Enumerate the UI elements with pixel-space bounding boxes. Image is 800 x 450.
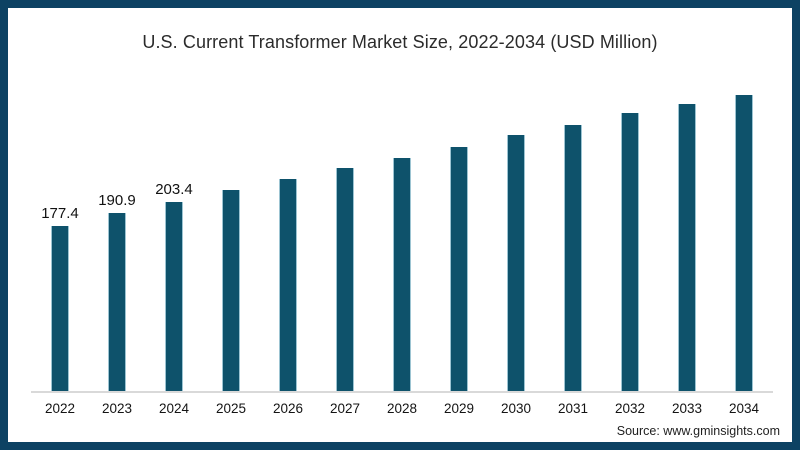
x-tick-label: 2028	[386, 401, 418, 416]
source-attribution: Source: www.gminsights.com	[616, 424, 780, 438]
x-tick-label: 2022	[44, 401, 76, 416]
x-tick-label: 2032	[614, 401, 646, 416]
plot-area: 2022 177.4 2023 190.9 2024 203.4 2025 2026 2027 2…	[8, 8, 792, 442]
bar-value-label: 177.4	[41, 205, 79, 222]
bar-2030	[507, 135, 525, 391]
bar-2025	[222, 190, 240, 391]
x-tick-label: 2034	[728, 401, 760, 416]
bar-2031	[564, 125, 582, 391]
bar-2023	[108, 213, 126, 391]
x-tick-label: 2031	[557, 401, 589, 416]
x-tick-label: 2027	[329, 401, 361, 416]
bar-2029	[450, 147, 468, 391]
bar-2022	[51, 226, 69, 391]
x-tick-label: 2029	[443, 401, 475, 416]
x-tick-label: 2025	[215, 401, 247, 416]
bar-2033	[678, 104, 696, 391]
x-tick-label: 2023	[101, 401, 133, 416]
bar-2026	[279, 179, 297, 391]
x-tick-label: 2033	[671, 401, 703, 416]
chart-title: U.S. Current Transformer Market Size, 20…	[142, 32, 658, 52]
x-axis-line	[31, 391, 773, 393]
x-tick-label: 2030	[500, 401, 532, 416]
x-tick-label: 2024	[158, 401, 190, 416]
bar-2034	[735, 95, 753, 391]
bar-value-label: 190.9	[98, 192, 136, 209]
bar-2024	[165, 202, 183, 391]
bar-2032	[621, 113, 639, 391]
bar-value-label: 203.4	[155, 181, 193, 198]
bar-2028	[393, 158, 411, 391]
bar-2027	[336, 168, 354, 391]
x-tick-label: 2026	[272, 401, 304, 416]
